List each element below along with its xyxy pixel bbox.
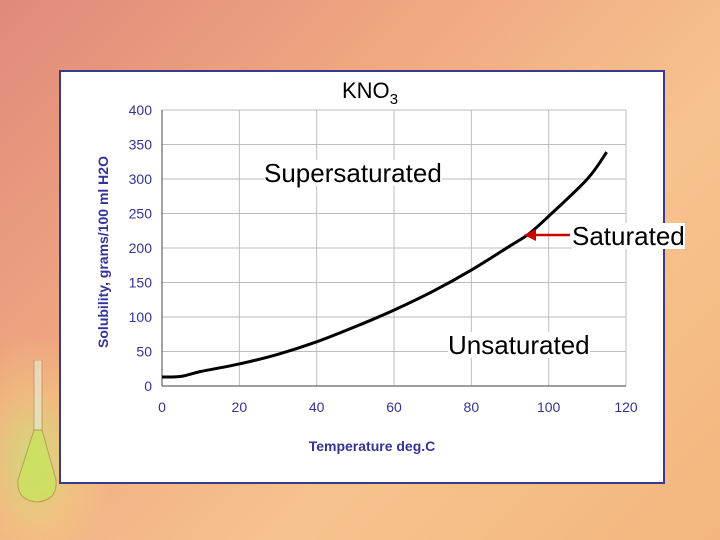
annotation-saturated: Saturated xyxy=(572,221,685,251)
y-tick-label: 300 xyxy=(129,171,153,187)
chart-panel: 0 20 40 60 80 100 120 0 50 100 150 200 250 300 350 400 … xyxy=(59,70,665,484)
y-tick-label: 400 xyxy=(129,102,153,118)
axes xyxy=(161,110,626,387)
kno3-solubility-chart: 0 20 40 60 80 100 120050100150200250300350400 … xyxy=(95,78,638,454)
series-layer xyxy=(161,151,608,379)
flask-decoration-icon xyxy=(17,360,57,503)
x-tick-label: 100 xyxy=(537,399,561,415)
annotation-unsaturated: Unsaturated xyxy=(448,330,590,360)
x-tick-label: 20 xyxy=(232,399,248,415)
y-tick-label: 50 xyxy=(136,344,152,360)
y-tick-label: 200 xyxy=(129,240,153,256)
x-tick-label: 120 xyxy=(614,399,638,415)
y-axis-title: Solubility, grams/100 ml H2O xyxy=(95,156,111,348)
x-tick-label: 0 xyxy=(158,399,166,415)
y-tick-label: 0 xyxy=(144,378,152,394)
solubility-curve xyxy=(161,151,608,379)
x-axis-title: Temperature deg.C xyxy=(309,438,436,454)
x-tick-label: 80 xyxy=(464,399,480,415)
y-tick-label: 100 xyxy=(129,309,153,325)
y-tick-label: 250 xyxy=(129,206,153,222)
chart-title: KNO3 xyxy=(342,78,398,108)
annotation-supersaturated: Supersaturated xyxy=(264,158,442,188)
y-tick-label: 150 xyxy=(129,275,153,291)
x-tick-label: 60 xyxy=(386,399,402,415)
x-tick-label: 40 xyxy=(309,399,325,415)
tick-labels: 0 20 40 60 80 100 120 0 50 100 150 200 250 300 350 400 xyxy=(129,102,638,415)
y-tick-label: 350 xyxy=(129,137,153,153)
